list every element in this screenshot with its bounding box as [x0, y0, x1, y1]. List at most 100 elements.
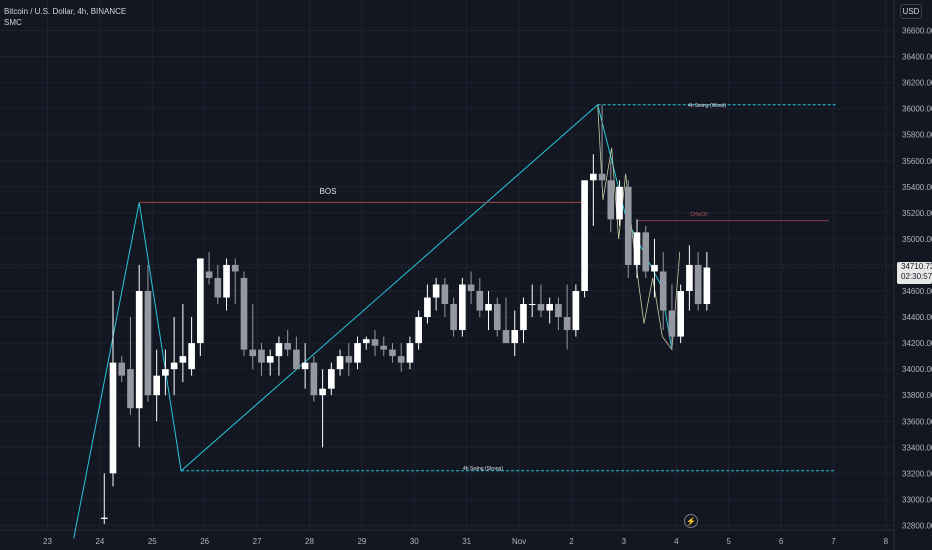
- candle: [162, 349, 169, 396]
- candle: [127, 317, 134, 415]
- time-axis[interactable]: 23 24 25 26 27 28 29 30 31 Nov 2 3 4 5 6 7 8: [43, 537, 889, 546]
- candle-body: [371, 339, 379, 346]
- candle: [354, 336, 361, 370]
- y-tick-label: 34600.00: [902, 287, 932, 296]
- y-tick-label: 32800.00: [902, 521, 932, 530]
- smc-overlays: [0, 103, 894, 539]
- candle-body: [651, 264, 658, 272]
- candle: [153, 349, 160, 422]
- candle: [336, 349, 344, 376]
- candle-body: [537, 304, 545, 311]
- candle: [502, 297, 510, 344]
- y-tick-label: 33200.00: [902, 469, 932, 478]
- candle: [197, 258, 204, 357]
- candle: [485, 291, 492, 331]
- bos-label: BOS: [320, 187, 337, 196]
- candle: [266, 349, 274, 376]
- candle: [633, 219, 641, 278]
- candle: [590, 154, 597, 226]
- candle: [616, 180, 623, 226]
- y-tick-label: 33600.00: [902, 417, 932, 426]
- candle-body: [275, 343, 283, 357]
- candle: [100, 473, 108, 525]
- candle-body: [520, 304, 527, 331]
- candle: [581, 180, 588, 298]
- swing-strong-label: 4h Swing (Strong): [463, 466, 503, 472]
- candle-body: [668, 310, 676, 337]
- candle-body: [162, 369, 169, 376]
- x-tick-label: 26: [200, 537, 209, 546]
- candle: [275, 336, 283, 376]
- y-tick-label: 35000.00: [902, 235, 932, 244]
- candle-body: [223, 264, 230, 298]
- x-tick-label: 27: [253, 537, 262, 546]
- candle: [563, 284, 571, 350]
- x-tick-label: Nov: [512, 537, 526, 546]
- candle: [686, 245, 693, 311]
- currency-button[interactable]: USD: [900, 4, 922, 19]
- candle: [668, 284, 676, 350]
- candle-body: [354, 343, 361, 363]
- bar-countdown: 02:30:57: [901, 271, 932, 281]
- last-price: 34710.73: [901, 261, 932, 271]
- x-tick-label: 8: [884, 537, 889, 546]
- candle: [231, 258, 239, 305]
- candle: [144, 264, 152, 402]
- candle-body: [310, 362, 318, 396]
- candle-body: [703, 267, 711, 305]
- candle-body: [345, 356, 353, 363]
- candle-body: [293, 349, 300, 370]
- candle: [397, 343, 405, 372]
- lightning-icon[interactable]: ⚡: [684, 514, 698, 528]
- indicator-name: SMC: [4, 18, 22, 27]
- x-tick-label: 25: [148, 537, 157, 546]
- candle: [179, 304, 187, 383]
- candle-body: [686, 264, 693, 291]
- candle-body: [563, 317, 571, 331]
- candle-body: [389, 349, 396, 357]
- candle: [249, 304, 257, 370]
- x-tick-label: 30: [410, 537, 419, 546]
- y-tick-label: 36600.00: [902, 27, 932, 36]
- candle-body: [476, 291, 484, 311]
- candle-body: [415, 317, 422, 344]
- candle-body: [153, 375, 160, 396]
- y-tick-label: 34000.00: [902, 365, 932, 374]
- candle-body: [362, 339, 370, 344]
- x-tick-label: 7: [831, 537, 836, 546]
- symbol-title: Bitcoin / U.S. Dollar, 4h, BINANCE: [4, 7, 127, 16]
- y-tick-label: 36000.00: [902, 105, 932, 114]
- candle-body: [258, 349, 265, 363]
- candle-body: [100, 517, 108, 519]
- candle: [328, 362, 335, 396]
- candle-body: [231, 264, 239, 272]
- candle-body: [249, 349, 257, 357]
- y-tick-label: 34400.00: [902, 313, 932, 322]
- x-tick-label: 3: [622, 537, 627, 546]
- candle: [205, 251, 213, 285]
- candle-body: [659, 271, 667, 311]
- candle: [415, 310, 422, 350]
- y-tick-label: 33000.00: [902, 495, 932, 504]
- candle: [441, 277, 449, 318]
- candle-body: [467, 284, 475, 291]
- candle: [555, 297, 562, 331]
- candle: [677, 284, 684, 344]
- candle: [293, 336, 300, 370]
- candle-body: [432, 284, 440, 298]
- last-price-tag: 34710.73 02:30:57: [897, 261, 932, 284]
- candle-body: [127, 369, 134, 409]
- y-tick-label: 36200.00: [902, 79, 932, 88]
- candle: [319, 369, 326, 448]
- candle-body: [694, 264, 702, 305]
- candle-body: [528, 304, 536, 306]
- choch-label: CHoCH: [690, 212, 708, 218]
- x-tick-label: 23: [43, 537, 52, 546]
- candle: [432, 277, 440, 311]
- y-tick-label: 36400.00: [902, 53, 932, 62]
- x-tick-label: 24: [95, 537, 104, 546]
- candle: [301, 343, 309, 389]
- x-tick-label: 4: [674, 537, 679, 546]
- candle-body: [511, 330, 519, 344]
